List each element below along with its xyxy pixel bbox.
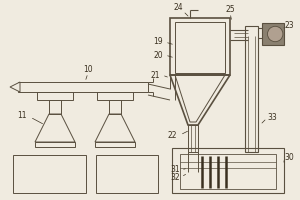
- Bar: [37, 92, 73, 100]
- Text: 32: 32: [170, 172, 180, 182]
- Bar: [49, 100, 61, 114]
- Text: 33: 33: [267, 114, 277, 122]
- Circle shape: [268, 26, 283, 42]
- Bar: [180, 154, 276, 189]
- Text: 22: 22: [167, 130, 177, 140]
- Text: 31: 31: [170, 166, 180, 174]
- Bar: [95, 142, 135, 147]
- Bar: [188, 125, 198, 152]
- Text: 21: 21: [150, 71, 160, 79]
- Text: 30: 30: [284, 154, 294, 162]
- Bar: [13, 155, 86, 193]
- Bar: [18, 82, 148, 92]
- Bar: [96, 155, 158, 193]
- Text: 23: 23: [284, 21, 294, 29]
- Text: 24: 24: [173, 3, 183, 12]
- Bar: [35, 142, 75, 147]
- Bar: [97, 92, 133, 100]
- Bar: [170, 18, 230, 75]
- Text: 20: 20: [153, 50, 163, 60]
- Bar: [245, 26, 258, 152]
- Bar: [172, 148, 284, 193]
- Bar: [109, 100, 121, 114]
- Text: 11: 11: [17, 110, 27, 119]
- Polygon shape: [10, 82, 20, 92]
- Text: 19: 19: [153, 38, 163, 46]
- Text: 25: 25: [225, 5, 235, 15]
- Bar: [262, 23, 284, 45]
- Bar: [175, 22, 225, 73]
- Text: 10: 10: [83, 66, 93, 74]
